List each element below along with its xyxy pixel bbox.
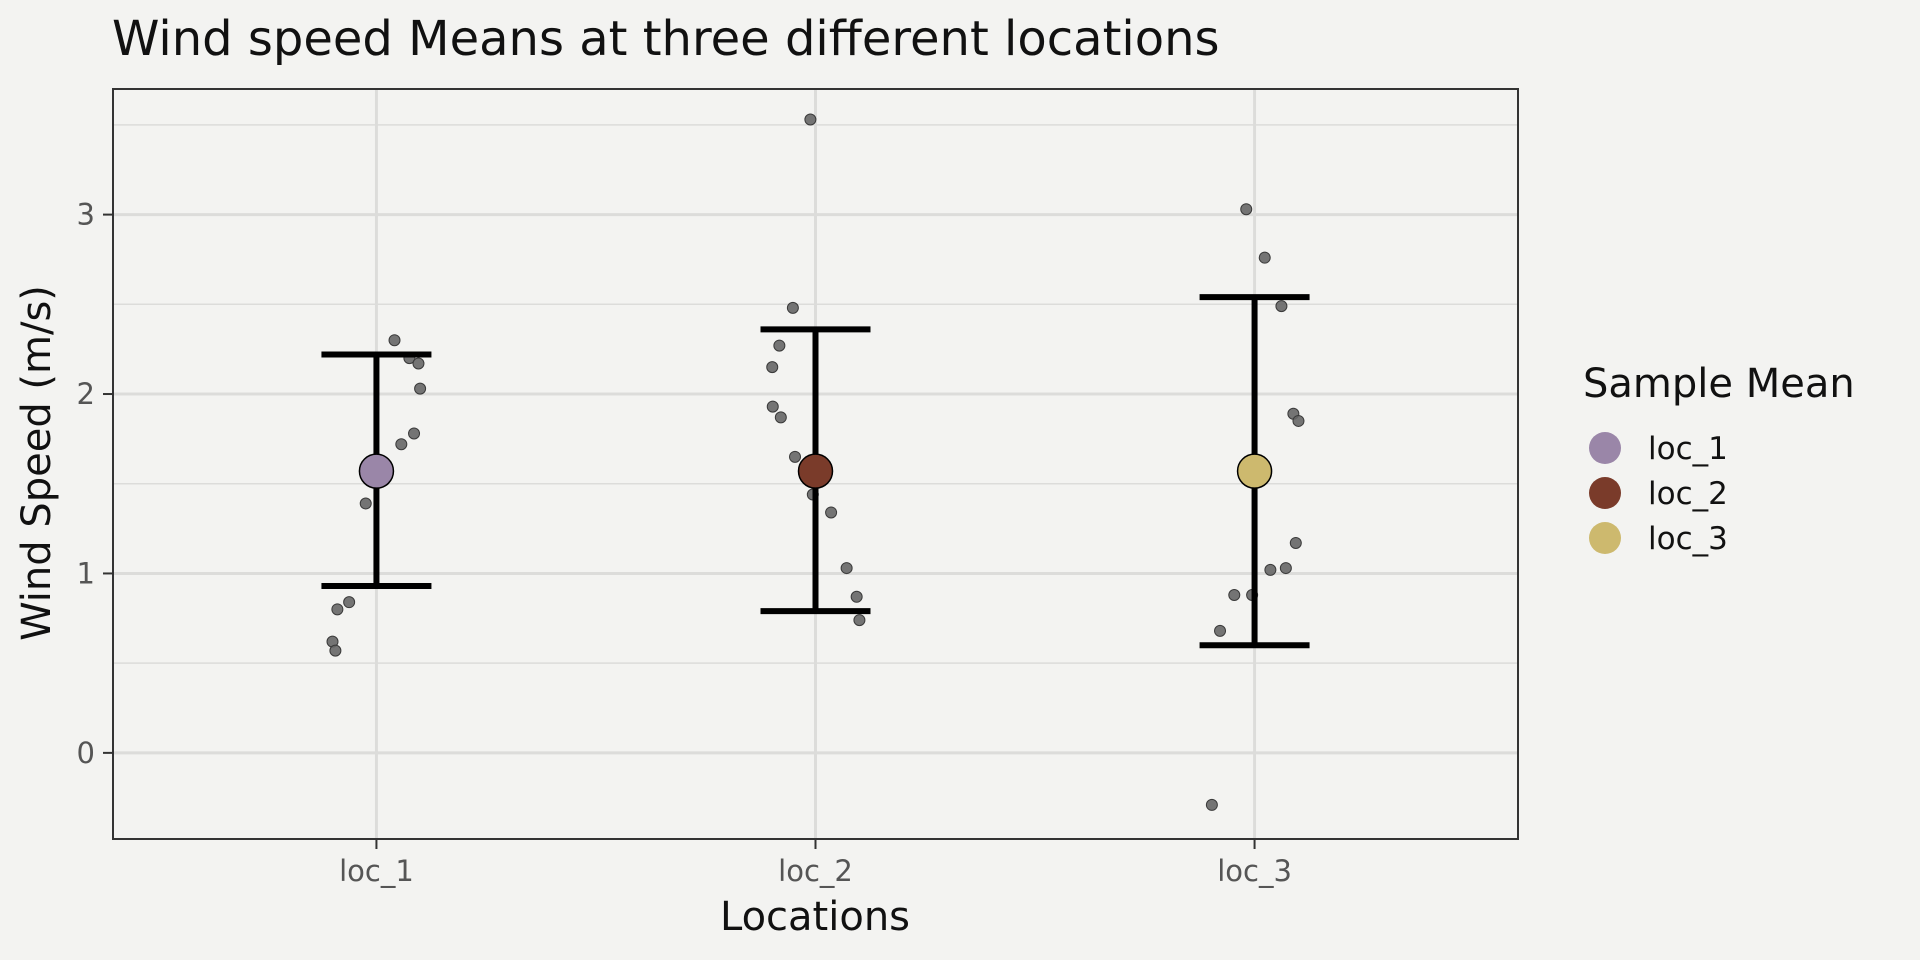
data-point-loc_2 <box>853 614 866 627</box>
data-point-loc_3 <box>1205 798 1218 811</box>
data-point-loc_3 <box>1240 203 1253 216</box>
legend-title: Sample Mean <box>1583 361 1855 407</box>
legend-item-loc_3: loc_3 <box>1589 521 1728 557</box>
y-tick-label: 0 <box>77 736 95 770</box>
mean-marker-loc_1 <box>358 453 395 489</box>
data-point-loc_2 <box>850 590 863 603</box>
legend: Sample Mean loc_1 loc_2 loc_3 <box>1583 361 1855 557</box>
data-point-loc_2 <box>840 562 853 575</box>
legend-label: loc_1 <box>1648 431 1728 467</box>
y-tick-label: 2 <box>77 377 95 411</box>
data-point-loc_1 <box>331 603 344 616</box>
axes: 0 1 2 3 loc_1 loc_2 loc_3 <box>77 198 1292 888</box>
legend-item-loc_1: loc_1 <box>1589 431 1728 467</box>
mean-marker-loc_3 <box>1236 453 1273 489</box>
x-tick-label: loc_1 <box>339 854 414 888</box>
data-point-loc_2 <box>766 361 779 374</box>
data-point-loc_1 <box>359 497 372 510</box>
data-point-loc_1 <box>388 334 401 347</box>
data-point-loc_2 <box>804 113 817 126</box>
y-tick-label: 1 <box>77 556 95 590</box>
x-axis-title: Locations <box>720 894 910 940</box>
mean-markers <box>358 453 1273 489</box>
data-point-loc_3 <box>1228 588 1241 601</box>
y-tick-label: 3 <box>77 198 95 232</box>
observation-points <box>326 113 1305 811</box>
x-tick-label: loc_2 <box>778 854 853 888</box>
legend-item-loc_2: loc_2 <box>1589 476 1728 512</box>
data-point-loc_1 <box>343 596 356 609</box>
legend-label: loc_3 <box>1648 521 1728 557</box>
data-point-loc_3 <box>1258 251 1271 264</box>
mean-marker-loc_2 <box>797 453 834 489</box>
data-point-loc_2 <box>786 301 799 314</box>
data-point-loc_1 <box>412 357 425 370</box>
data-point-loc_1 <box>329 644 342 657</box>
data-point-loc_1 <box>395 438 408 451</box>
x-tick-label: loc_3 <box>1217 854 1292 888</box>
data-point-loc_3 <box>1279 562 1292 575</box>
data-point-loc_2 <box>766 400 779 413</box>
data-point-loc_1 <box>414 382 427 395</box>
chart-title: Wind speed Means at three different loca… <box>112 11 1220 67</box>
data-point-loc_3 <box>1275 300 1288 313</box>
data-point-loc_2 <box>774 411 787 424</box>
data-point-loc_3 <box>1264 563 1277 576</box>
data-point-loc_3 <box>1214 624 1227 637</box>
data-point-loc_1 <box>408 427 421 440</box>
data-point-loc_2 <box>789 450 802 463</box>
data-point-loc_2 <box>773 339 786 352</box>
legend-key <box>1589 477 1621 509</box>
legend-label: loc_2 <box>1648 476 1728 512</box>
data-point-loc_3 <box>1292 414 1305 427</box>
data-point-loc_3 <box>1289 536 1302 549</box>
y-axis-title: Wind Speed (m/s) <box>14 285 60 641</box>
data-point-loc_2 <box>825 506 838 519</box>
legend-key <box>1589 522 1621 554</box>
legend-key <box>1589 432 1621 464</box>
